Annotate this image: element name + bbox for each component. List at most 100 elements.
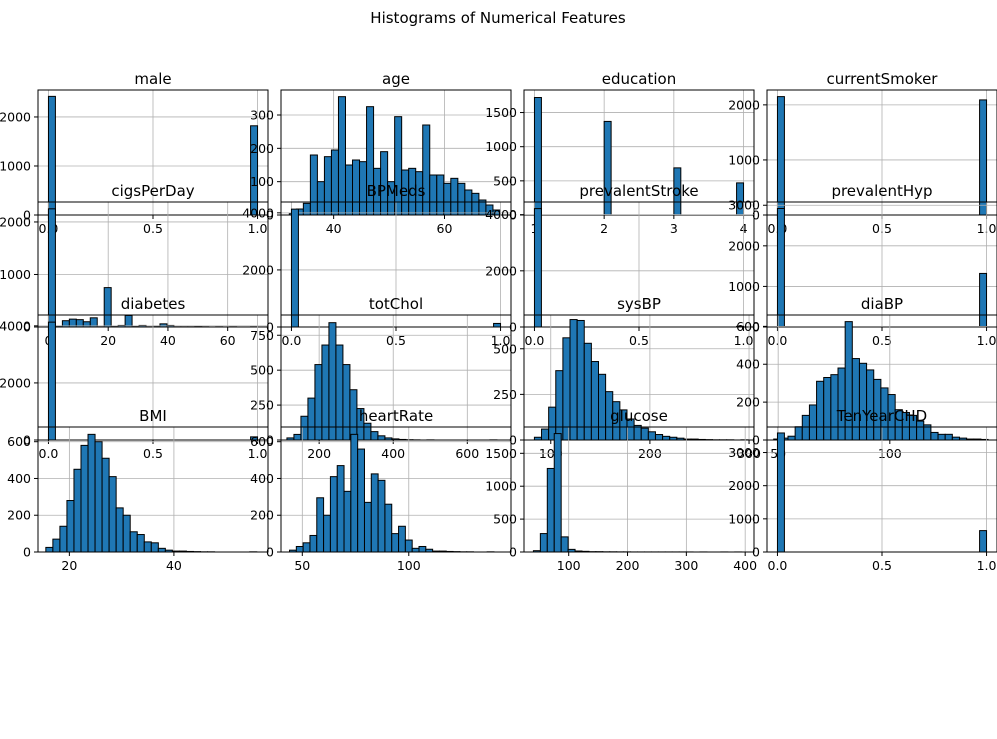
y-tick-label: 2000 xyxy=(242,262,274,277)
histogram-bar xyxy=(330,149,339,216)
x-tick-label: 200 xyxy=(307,446,331,461)
y-tick-label: 600 xyxy=(7,434,31,449)
panel-title: male xyxy=(134,70,171,88)
y-tick-label: 2000 xyxy=(0,375,31,390)
histogram-bar xyxy=(569,319,578,441)
x-tick-label: 100 xyxy=(397,558,421,573)
histogram-bar xyxy=(370,431,379,441)
histogram-bar xyxy=(329,476,338,553)
histogram-bar xyxy=(73,468,82,553)
y-tick-label: 750 xyxy=(250,328,274,343)
histogram-bar xyxy=(546,467,555,553)
panel-title: BMI xyxy=(139,407,167,425)
histogram-bar xyxy=(533,208,542,328)
y-tick-label: 500 xyxy=(493,341,517,356)
panel-title: education xyxy=(602,70,676,88)
histogram-bar xyxy=(302,542,311,553)
x-tick-label: 50 xyxy=(294,558,310,573)
panel-title: heartRate xyxy=(359,407,433,425)
histogram-bar xyxy=(816,380,825,441)
x-tick-label: 1.0 xyxy=(248,446,268,461)
histogram-bar xyxy=(776,432,785,553)
y-tick-label: 1000 xyxy=(0,267,31,282)
histogram-bar xyxy=(307,397,316,441)
histogram-bar xyxy=(143,541,152,553)
panel-title: prevalentStroke xyxy=(579,182,698,200)
x-tick-label: 20 xyxy=(61,558,77,573)
x-tick-label: 20 xyxy=(100,333,116,348)
histogram-bar xyxy=(103,287,112,328)
histogram-bar xyxy=(555,370,564,441)
histogram-bar xyxy=(937,433,946,441)
histogram-bar xyxy=(411,547,420,553)
histogram-bar xyxy=(429,174,438,216)
y-tick-label: 1000 xyxy=(728,152,760,167)
y-tick-label: 2000 xyxy=(0,109,31,124)
histogram-bar xyxy=(583,342,592,441)
histogram-bar xyxy=(302,202,311,216)
histogram-bar xyxy=(335,344,344,441)
histogram-bar xyxy=(640,427,649,441)
y-tick-label: 0 xyxy=(23,208,31,223)
x-tick-label: 0.5 xyxy=(629,333,649,348)
y-tick-label: 2000 xyxy=(485,263,517,278)
histogram-bar xyxy=(930,431,939,441)
histogram-bar xyxy=(450,177,459,216)
x-tick-label: 0.0 xyxy=(39,446,59,461)
histogram-bar xyxy=(328,322,337,441)
histogram-bar xyxy=(541,428,550,441)
histogram-bar xyxy=(295,545,304,553)
histogram-panel-diabetes: 0.0 0.5 1.0 0 2000 4000 diabetes xyxy=(0,295,269,461)
histogram-bar xyxy=(290,208,299,328)
histogram-bar xyxy=(316,497,325,553)
panel-title: cigsPerDay xyxy=(111,182,194,200)
histogram-bar xyxy=(47,208,56,328)
histogram-bar xyxy=(562,337,571,441)
y-tick-label: 2000 xyxy=(0,214,31,229)
histogram-bar xyxy=(576,319,585,441)
histogram-bar xyxy=(944,433,953,441)
y-tick-label: 4000 xyxy=(242,205,274,220)
figure-title: Histograms of Numerical Features xyxy=(370,9,626,27)
y-tick-label: 0 xyxy=(23,433,31,448)
histogram-bar xyxy=(47,321,56,441)
y-tick-label: 400 xyxy=(7,471,31,486)
x-tick-label: 100 xyxy=(878,446,902,461)
x-tick-label: 0.0 xyxy=(282,333,302,348)
histogram-bar xyxy=(979,530,988,553)
histogram-bar xyxy=(823,377,832,441)
y-tick-label: 0 xyxy=(266,320,274,335)
histogram-bar xyxy=(391,533,400,553)
x-tick-label: 1.0 xyxy=(248,221,268,236)
y-tick-label: 0 xyxy=(509,320,517,335)
histogram-bar xyxy=(443,182,452,216)
histogram-bar xyxy=(553,433,562,553)
x-tick-label: 0.5 xyxy=(386,333,406,348)
x-tick-label: 0.0 xyxy=(768,558,788,573)
x-tick-label: 1.0 xyxy=(491,333,511,348)
histogram-bar xyxy=(370,473,379,553)
panel-title: BPMeds xyxy=(367,182,426,200)
histogram-bar xyxy=(363,501,372,553)
x-tick-label: 200 xyxy=(616,558,640,573)
histogram-bar xyxy=(357,448,365,553)
histogram-bar xyxy=(662,435,671,441)
histogram-bar xyxy=(533,97,542,216)
y-tick-label: 1000 xyxy=(728,511,760,526)
panel-title: sysBP xyxy=(617,295,661,313)
x-tick-label: 100 xyxy=(557,558,581,573)
x-tick-label: 0.5 xyxy=(872,558,892,573)
histogram-bar xyxy=(124,314,133,328)
y-tick-label: 2000 xyxy=(728,238,760,253)
histogram-bar xyxy=(979,99,988,216)
y-tick-label: 300 xyxy=(250,108,274,123)
histogram-bar xyxy=(52,538,61,553)
histogram-bar xyxy=(597,373,607,441)
histogram-bar xyxy=(493,322,502,328)
x-tick-label: 2 xyxy=(600,221,608,236)
panel-title: currentSmoker xyxy=(827,70,939,88)
